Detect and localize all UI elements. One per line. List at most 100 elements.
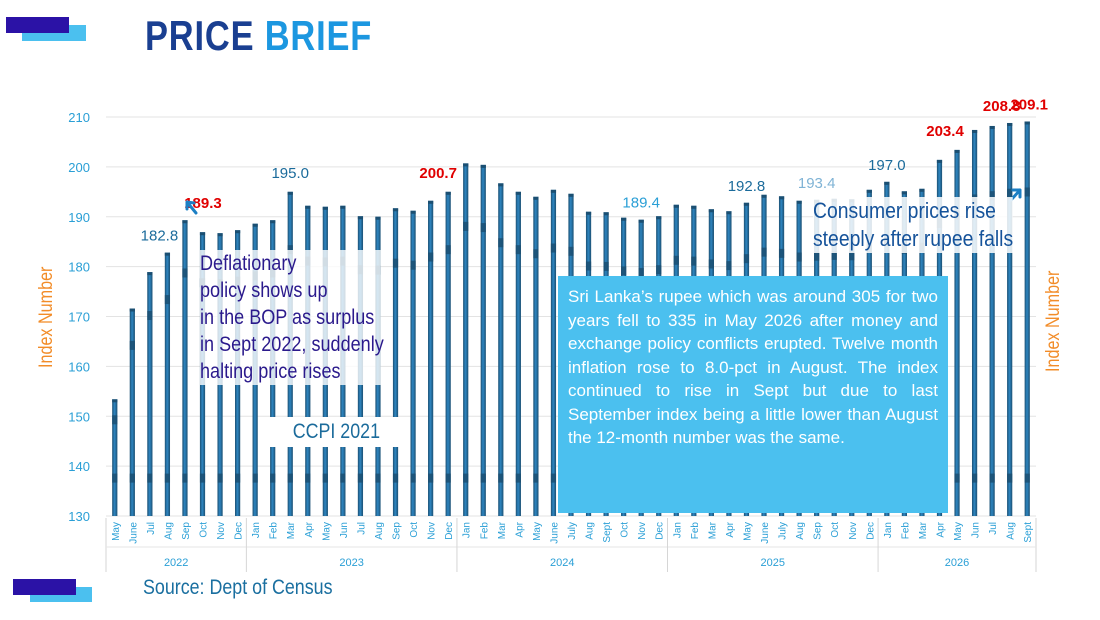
x-tick-label: Oct (409, 522, 420, 538)
bar-band (147, 473, 153, 483)
y-axis-ticks: 130 140 150 160 170 180 190 200 210 (68, 110, 90, 524)
x-tick-label: Jan (251, 522, 262, 538)
bar-cap (410, 210, 416, 214)
bar-band (164, 295, 171, 305)
x-tick-label: Jun (971, 522, 982, 538)
bar-band (1007, 188, 1013, 198)
bar-band (463, 473, 469, 483)
x-tick-label: Aug (1006, 522, 1017, 540)
rupee-info-box: Sri Lanka’s rupee which was around 305 f… (558, 276, 948, 513)
bar (954, 149, 960, 517)
x-tick-label: Apr (514, 521, 525, 537)
bar-cap (235, 230, 241, 234)
bar-cap (305, 205, 311, 209)
bar-band (480, 473, 486, 483)
consumer-prices-note: Consumer prices rise steeply after rupee… (813, 197, 1014, 253)
note-line: halting price rises (200, 360, 341, 383)
bar (989, 125, 995, 516)
x-tick-label: Jun (339, 522, 350, 538)
bar-band (305, 473, 311, 483)
y-tick-label: 140 (68, 459, 90, 474)
bar-cap (884, 181, 890, 185)
page-title: PRICE BRIEF (145, 12, 372, 60)
bar-band (708, 259, 714, 269)
bar-cap (445, 191, 451, 195)
bar-band (410, 260, 416, 270)
info-box-text: Sri Lanka’s rupee which was around 305 f… (568, 287, 938, 447)
bar-band (428, 473, 434, 483)
bar-band (515, 245, 521, 255)
x-tick-label: Dec (444, 522, 455, 540)
data-label: 208.8 (983, 98, 1021, 115)
bar-cap (533, 196, 539, 200)
bar-band (638, 268, 644, 278)
bar-band (428, 252, 434, 262)
bar-cap (375, 216, 381, 220)
x-tick-label: Aug (163, 522, 174, 540)
bar-band (410, 473, 416, 483)
bar-band (550, 243, 557, 253)
bar (129, 308, 135, 516)
bar-cap (147, 272, 153, 276)
year-label: 2024 (550, 557, 574, 569)
x-tick-label: Aug (795, 522, 806, 540)
x-tick-label: June (760, 522, 771, 544)
bar-cap (550, 189, 557, 193)
note-line: Deflationary (200, 252, 297, 275)
bar-band (673, 255, 679, 265)
bar-cap (796, 200, 802, 204)
bar-band (235, 473, 241, 483)
x-tick-label: May (111, 522, 122, 541)
x-tick-label: Oct (199, 522, 210, 538)
x-tick-label: Apr (935, 521, 946, 537)
data-label: 189.4 (622, 195, 660, 212)
bar-band (129, 340, 135, 350)
y-tick-label: 200 (68, 160, 90, 175)
x-tick-label: Jul (988, 522, 999, 535)
note-line: Consumer prices rise (813, 198, 996, 223)
bar-cap (164, 252, 171, 256)
bar-cap (901, 191, 907, 195)
bar-band (814, 251, 820, 261)
bar (533, 196, 539, 517)
deflationary-policy-note: Deflationary policy shows up in the BOP … (200, 250, 384, 385)
bar-band (656, 265, 662, 275)
bar-band (287, 473, 293, 483)
y-tick-label: 190 (68, 210, 90, 225)
data-label: 192.8 (728, 178, 766, 195)
bar (550, 189, 557, 516)
data-label: 195.0 (271, 165, 309, 182)
bar-band (375, 473, 381, 483)
bar-band (778, 248, 785, 258)
bar-cap (778, 196, 785, 200)
x-tick-label: Dec (865, 522, 876, 540)
bar-cap (270, 220, 276, 224)
bar-cap (708, 209, 714, 213)
year-group-labels: 2022 2023 2024 2025 2026 (105, 518, 1037, 572)
x-tick-label: May (742, 522, 753, 541)
bar-band (603, 261, 609, 271)
bar-cap (1024, 121, 1030, 125)
x-tick-label: Mar (707, 521, 718, 539)
bar-band (112, 473, 118, 483)
x-tick-label: Dec (655, 522, 666, 540)
bar-band (340, 473, 346, 483)
bar-cap (603, 212, 609, 216)
bar-band (971, 473, 978, 483)
bar-cap (392, 208, 399, 212)
bar (498, 183, 504, 517)
bar-band (217, 473, 223, 483)
bar-cap (585, 211, 592, 215)
bar (445, 191, 451, 516)
bar-band (498, 473, 504, 483)
bar-cap (954, 149, 960, 153)
bar-band (480, 223, 486, 233)
series-label-ccpi: CCPI 2021 (270, 417, 402, 447)
bar-band (287, 245, 293, 255)
bar-cap (919, 188, 925, 192)
bar-band (568, 246, 574, 256)
bar-cap (199, 232, 206, 236)
bar-cap (971, 129, 978, 133)
bar-band (691, 256, 697, 266)
y-tick-label: 130 (68, 509, 90, 524)
